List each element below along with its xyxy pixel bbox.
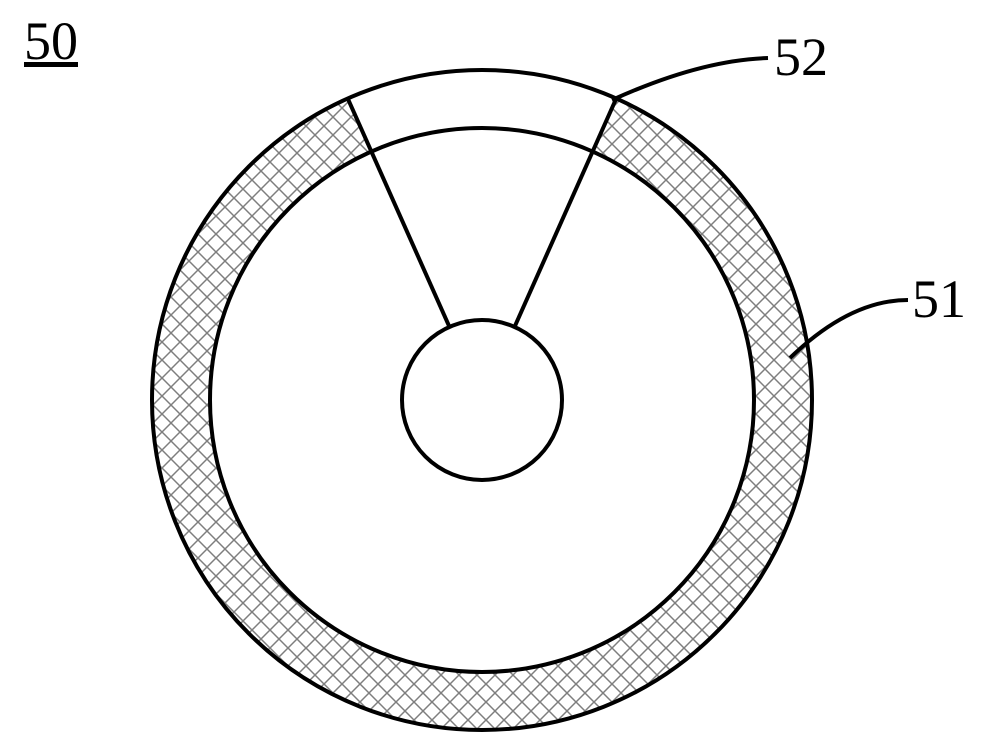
ring-diagram [0, 0, 1000, 751]
hub-circle [402, 320, 562, 480]
wedge-gap-callout-label: 52 [774, 26, 828, 88]
outer-ring-callout-label: 51 [912, 268, 966, 330]
figure-ref-label: 50 [24, 10, 78, 72]
diagram-stage: { "figure": { "type": "diagram", "backgr… [0, 0, 1000, 751]
leader-to-52 [612, 58, 768, 100]
